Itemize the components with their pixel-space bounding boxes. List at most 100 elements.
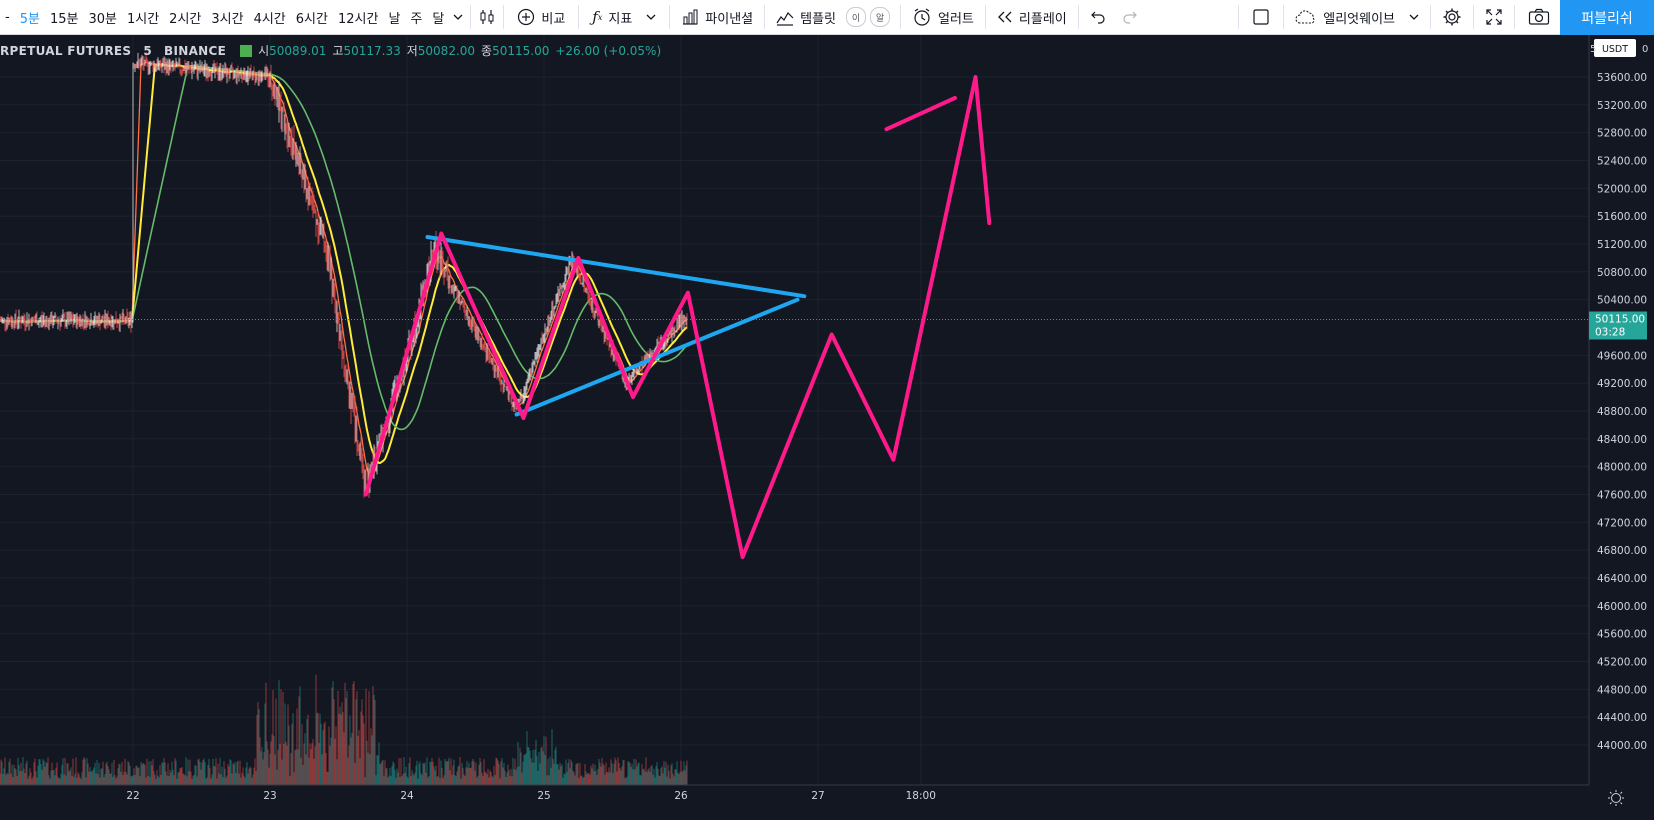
layout-name-button[interactable]: 엘리엇웨이브 — [1287, 0, 1427, 35]
financials-label: 파이낸셜 — [705, 11, 754, 27]
currency-label: USDT — [1602, 44, 1628, 55]
last-price-tag: 50115.00 03:28 — [1589, 311, 1647, 340]
chart-type-button[interactable] — [474, 0, 500, 35]
templates-button[interactable]: 템플릿 — [768, 0, 844, 35]
price-tick-label: 51200.00 — [1597, 239, 1647, 251]
interval-button[interactable]: 날 — [388, 11, 401, 27]
snapshot-button[interactable] — [1518, 0, 1560, 35]
auto-scale-button[interactable] — [1608, 790, 1624, 806]
wave-arrow-stub[interactable] — [884, 95, 957, 132]
fullscreen-layout-button[interactable] — [1242, 0, 1280, 35]
replay-button[interactable]: 리플레이 — [989, 0, 1075, 35]
templates-label: 템플릿 — [800, 11, 837, 27]
divider — [669, 5, 671, 29]
gear-icon — [1442, 7, 1462, 27]
low-value: 50082.00 — [417, 43, 476, 58]
divider — [900, 5, 902, 29]
price-tick-label: 48800.00 — [1597, 406, 1647, 418]
interval-button[interactable]: 5분 — [19, 11, 40, 27]
alert-button[interactable]: 얼러트 — [904, 0, 982, 35]
time-tick-label: 23 — [263, 790, 276, 802]
interval-button[interactable]: 주 — [410, 11, 423, 27]
triangle-lower-line[interactable] — [514, 297, 800, 417]
divider — [1077, 5, 1079, 29]
time-tick-label: 26 — [674, 790, 688, 802]
indicators-label: 지표 — [608, 11, 633, 27]
interval-button[interactable]: 30분 — [88, 11, 117, 27]
elliott-wave-line[interactable] — [363, 75, 992, 560]
cloud-icon — [1295, 9, 1317, 25]
camera-icon — [1528, 8, 1550, 26]
interval-button[interactable]: 2시간 — [169, 11, 202, 27]
price-tick-label: 49600.00 — [1597, 350, 1647, 362]
time-tick-label: 22 — [126, 790, 139, 802]
compare-label: 비교 — [541, 11, 566, 27]
interval-button[interactable]: 3시간 — [211, 11, 244, 27]
price-axis[interactable]: 53600.00 53200.00 52800.00 52400.00 52000.00… — [1588, 35, 1654, 820]
undo-button[interactable] — [1082, 0, 1114, 35]
interval-dropdown-button[interactable] — [449, 0, 467, 35]
chart-legend[interactable]: RPETUAL FUTURES 5 BINANCE 시 50089.01 고 501… — [0, 42, 661, 59]
expand-icon — [1485, 8, 1503, 26]
axis-header-num: 5 — [1590, 44, 1596, 55]
interval-button[interactable]: 4시간 — [253, 11, 286, 27]
price-tick-label: 44400.00 — [1597, 712, 1647, 724]
interval-button[interactable]: 15분 — [49, 11, 79, 27]
last-price-value: 50115.00 — [1595, 313, 1645, 325]
divider — [1283, 5, 1285, 29]
ma-slow-line — [0, 64, 688, 431]
square-icon — [1252, 8, 1270, 26]
price-tick-label: 52400.00 — [1597, 156, 1647, 168]
price-tick-label: 52000.00 — [1597, 183, 1647, 195]
price-tick-label: 45600.00 — [1597, 629, 1647, 641]
price-tick-label: 46400.00 — [1597, 573, 1647, 585]
axis-header-partial: 0 — [1642, 44, 1648, 55]
volume-bars — [0, 674, 688, 785]
interval-button[interactable]: - — [5, 9, 10, 25]
high-label: 고 — [332, 44, 344, 58]
close-label: 종 — [481, 44, 493, 58]
price-tick-label: 44800.00 — [1597, 684, 1647, 696]
interval-button[interactable]: 1시간 — [126, 11, 160, 27]
chevron-down-icon — [453, 12, 463, 22]
symbol-name[interactable]: RPETUAL FUTURES — [0, 43, 132, 58]
settings-button[interactable] — [1434, 0, 1470, 35]
price-tick-label: 49200.00 — [1597, 378, 1647, 390]
divider — [578, 5, 580, 29]
plus-circle-icon — [517, 8, 535, 26]
price-tick-label: 46800.00 — [1597, 545, 1647, 557]
currency-badge[interactable]: USDT — [1594, 39, 1636, 57]
symbol-interval: 5 — [143, 43, 153, 58]
open-value: 50089.01 — [269, 43, 327, 58]
interval-button[interactable]: 6시간 — [295, 11, 328, 27]
time-axis[interactable]: 22 23 24 25 26 27 18:00 — [0, 784, 1654, 820]
publish-button[interactable]: 퍼블리쉬 — [1560, 0, 1654, 35]
badge-b[interactable]: 알 — [870, 7, 891, 27]
financials-button[interactable]: 파이낸셜 — [673, 0, 761, 35]
alarm-clock-icon — [912, 7, 932, 27]
compare-button[interactable]: 비교 — [507, 0, 575, 35]
moving-averages — [0, 61, 688, 480]
alert-label: 얼러트 — [938, 11, 974, 27]
low-label: 저 — [406, 44, 418, 58]
candles-icon — [478, 8, 496, 26]
layout-name: 엘리엇웨이브 — [1323, 11, 1395, 27]
undo-icon — [1090, 10, 1106, 24]
time-tick-label: 25 — [537, 790, 550, 802]
user-drawings[interactable] — [363, 75, 992, 560]
price-tick-label: 52800.00 — [1597, 128, 1647, 140]
redo-icon — [1122, 10, 1138, 24]
interval-button[interactable]: 12시간 — [337, 11, 379, 27]
interval-button[interactable]: 달 — [432, 11, 445, 27]
replay-label: 리플레이 — [1018, 11, 1067, 27]
triangle-upper-line[interactable] — [425, 235, 807, 299]
symbol-exchange: BINANCE — [164, 43, 227, 58]
badge-a[interactable]: 이 — [846, 7, 867, 27]
fullscreen-button[interactable] — [1477, 0, 1511, 35]
market-status-icon — [240, 44, 253, 57]
chart-canvas[interactable]: 53600.00 53200.00 52800.00 52400.00 52000.00… — [0, 35, 1654, 820]
redo-button[interactable] — [1114, 0, 1146, 35]
interval-group: -5분 15분 30분 1시간 2시간 3시간 4시간 6시간 12시간 날 주 달 — [0, 0, 449, 35]
